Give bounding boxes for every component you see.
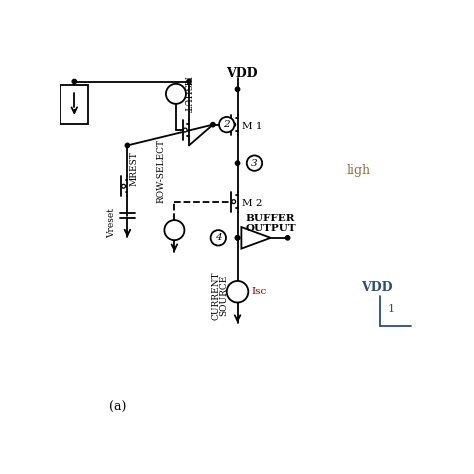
Circle shape	[232, 200, 236, 203]
Text: Isc: Isc	[251, 287, 267, 296]
Text: MSHUT: MSHUT	[182, 76, 191, 113]
Text: VDD: VDD	[361, 282, 392, 294]
Circle shape	[72, 79, 76, 84]
Text: 3: 3	[251, 159, 258, 168]
Circle shape	[183, 128, 187, 132]
Circle shape	[236, 236, 240, 240]
Text: SOURCE: SOURCE	[219, 275, 228, 316]
Circle shape	[236, 236, 240, 240]
Circle shape	[164, 220, 184, 240]
Circle shape	[219, 117, 235, 132]
Circle shape	[125, 143, 129, 147]
Text: M 2: M 2	[242, 200, 263, 209]
Text: BUFFER: BUFFER	[245, 214, 295, 223]
Circle shape	[122, 184, 126, 188]
Text: VDD: VDD	[226, 66, 257, 80]
Circle shape	[247, 155, 262, 171]
Text: Vreset: Vreset	[108, 208, 117, 238]
Text: ROW-SELECT: ROW-SELECT	[156, 139, 165, 203]
Circle shape	[210, 230, 226, 246]
Text: M 1: M 1	[242, 122, 263, 131]
Circle shape	[166, 84, 186, 104]
Text: 1: 1	[388, 304, 395, 314]
Circle shape	[285, 236, 290, 240]
Text: MREST: MREST	[129, 152, 138, 186]
Text: ligh: ligh	[347, 164, 371, 177]
Text: OUTPUT: OUTPUT	[245, 224, 296, 233]
Circle shape	[236, 161, 240, 165]
Circle shape	[232, 123, 236, 127]
Circle shape	[187, 79, 191, 84]
Circle shape	[227, 281, 248, 302]
Circle shape	[236, 87, 240, 91]
Circle shape	[211, 122, 215, 127]
Text: 2: 2	[223, 120, 230, 129]
Text: CURRENT: CURRENT	[211, 271, 220, 320]
Text: 4: 4	[215, 233, 222, 242]
Text: (a): (a)	[109, 401, 127, 414]
